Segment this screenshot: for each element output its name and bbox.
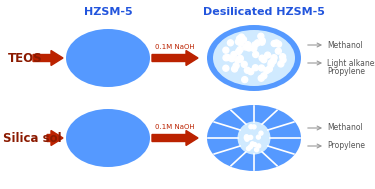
- Circle shape: [253, 143, 257, 146]
- Circle shape: [223, 47, 229, 53]
- Circle shape: [249, 145, 252, 149]
- Circle shape: [278, 61, 284, 67]
- Ellipse shape: [207, 25, 301, 91]
- Circle shape: [251, 45, 257, 51]
- Circle shape: [232, 66, 238, 72]
- Circle shape: [249, 135, 253, 139]
- Circle shape: [241, 61, 247, 67]
- Circle shape: [235, 57, 241, 63]
- Circle shape: [266, 66, 272, 72]
- Circle shape: [238, 34, 244, 40]
- Circle shape: [265, 52, 271, 58]
- Circle shape: [237, 47, 243, 53]
- Circle shape: [252, 42, 258, 48]
- Text: Propylene: Propylene: [327, 67, 365, 75]
- Circle shape: [275, 48, 281, 54]
- Circle shape: [243, 44, 249, 50]
- Circle shape: [242, 77, 248, 83]
- Circle shape: [255, 148, 259, 152]
- Circle shape: [223, 65, 229, 71]
- Circle shape: [237, 56, 243, 62]
- Circle shape: [246, 45, 252, 51]
- Circle shape: [261, 73, 267, 79]
- Circle shape: [259, 131, 263, 135]
- Circle shape: [256, 144, 261, 148]
- Circle shape: [231, 51, 237, 57]
- Circle shape: [270, 58, 276, 64]
- Circle shape: [237, 55, 243, 61]
- Circle shape: [251, 142, 254, 146]
- Circle shape: [244, 136, 248, 140]
- Circle shape: [255, 40, 261, 46]
- FancyArrow shape: [152, 130, 198, 146]
- Circle shape: [246, 147, 250, 151]
- Circle shape: [244, 67, 250, 73]
- Circle shape: [253, 52, 259, 57]
- Circle shape: [259, 39, 265, 45]
- Text: Propylene: Propylene: [327, 142, 365, 150]
- Circle shape: [245, 137, 249, 141]
- Ellipse shape: [66, 29, 150, 87]
- Circle shape: [240, 36, 246, 43]
- Circle shape: [246, 136, 250, 140]
- Ellipse shape: [66, 109, 150, 167]
- Circle shape: [228, 40, 234, 46]
- Circle shape: [268, 60, 274, 66]
- Ellipse shape: [213, 30, 295, 86]
- Circle shape: [259, 55, 265, 61]
- Text: Light alkanes: Light alkanes: [327, 59, 375, 67]
- Text: Desilicated HZSM-5: Desilicated HZSM-5: [203, 7, 325, 17]
- Text: Methanol: Methanol: [327, 123, 363, 132]
- Circle shape: [252, 65, 258, 71]
- Circle shape: [258, 33, 264, 39]
- Circle shape: [256, 135, 260, 139]
- Ellipse shape: [207, 105, 301, 171]
- Circle shape: [244, 135, 249, 139]
- Circle shape: [276, 41, 282, 47]
- Circle shape: [280, 57, 286, 63]
- Circle shape: [236, 49, 242, 55]
- Circle shape: [233, 63, 239, 69]
- Circle shape: [252, 125, 256, 129]
- Circle shape: [271, 55, 277, 61]
- FancyArrow shape: [47, 130, 63, 146]
- Circle shape: [271, 40, 277, 46]
- Text: TEOS: TEOS: [8, 51, 43, 64]
- FancyArrow shape: [152, 50, 198, 66]
- Circle shape: [238, 40, 244, 46]
- FancyArrow shape: [33, 50, 63, 66]
- Circle shape: [245, 42, 251, 48]
- Circle shape: [223, 55, 229, 61]
- Text: 0.1M NaOH: 0.1M NaOH: [155, 124, 195, 130]
- Circle shape: [268, 62, 274, 68]
- Circle shape: [258, 65, 264, 71]
- Ellipse shape: [237, 122, 270, 154]
- Circle shape: [229, 56, 235, 62]
- Circle shape: [236, 39, 242, 45]
- Circle shape: [280, 54, 286, 60]
- Circle shape: [264, 67, 270, 74]
- Circle shape: [237, 36, 243, 42]
- Text: 0.1M NaOH: 0.1M NaOH: [155, 44, 195, 50]
- Circle shape: [225, 54, 231, 60]
- Circle shape: [237, 56, 243, 62]
- Circle shape: [248, 69, 254, 75]
- Circle shape: [237, 36, 243, 42]
- Text: Silica sol: Silica sol: [3, 132, 62, 145]
- Circle shape: [261, 57, 267, 63]
- Circle shape: [249, 125, 253, 129]
- Circle shape: [258, 75, 264, 81]
- Circle shape: [259, 38, 265, 44]
- Text: Methanol: Methanol: [327, 40, 363, 50]
- Text: HZSM-5: HZSM-5: [84, 7, 132, 17]
- Circle shape: [273, 40, 279, 46]
